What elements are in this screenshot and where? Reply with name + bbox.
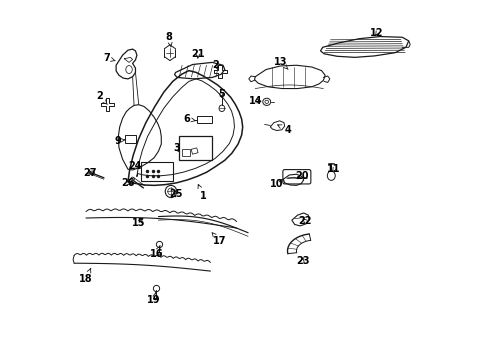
Bar bbox=[197, 116, 212, 123]
Text: 5: 5 bbox=[217, 89, 224, 99]
Text: 11: 11 bbox=[327, 164, 340, 174]
Text: 25: 25 bbox=[168, 189, 182, 199]
Text: 15: 15 bbox=[132, 218, 145, 228]
Text: 18: 18 bbox=[79, 268, 93, 284]
Bar bbox=[179, 136, 211, 159]
Bar bbox=[191, 148, 198, 154]
Text: 21: 21 bbox=[191, 49, 204, 59]
Text: 20: 20 bbox=[295, 171, 308, 181]
Text: 6: 6 bbox=[183, 114, 196, 124]
Text: 24: 24 bbox=[128, 161, 142, 171]
Text: 9: 9 bbox=[115, 136, 124, 145]
Text: 10: 10 bbox=[269, 179, 283, 189]
Text: 16: 16 bbox=[150, 246, 163, 258]
Text: 26: 26 bbox=[121, 178, 134, 188]
Bar bbox=[182, 149, 190, 156]
Text: 3: 3 bbox=[173, 143, 180, 153]
Text: 1: 1 bbox=[198, 184, 206, 201]
Bar bbox=[125, 135, 136, 143]
Text: 22: 22 bbox=[298, 216, 311, 226]
Text: 14: 14 bbox=[248, 96, 262, 106]
Text: 4: 4 bbox=[277, 125, 290, 135]
Text: 19: 19 bbox=[147, 292, 161, 305]
Text: 2: 2 bbox=[96, 91, 107, 104]
Text: 12: 12 bbox=[370, 28, 383, 38]
Text: 2: 2 bbox=[212, 60, 219, 70]
Text: 8: 8 bbox=[165, 32, 172, 47]
Text: 23: 23 bbox=[295, 256, 309, 266]
Bar bbox=[141, 162, 172, 181]
Text: 27: 27 bbox=[82, 168, 96, 178]
Text: 7: 7 bbox=[103, 53, 115, 63]
Text: 13: 13 bbox=[273, 57, 287, 69]
Text: 17: 17 bbox=[212, 233, 225, 246]
